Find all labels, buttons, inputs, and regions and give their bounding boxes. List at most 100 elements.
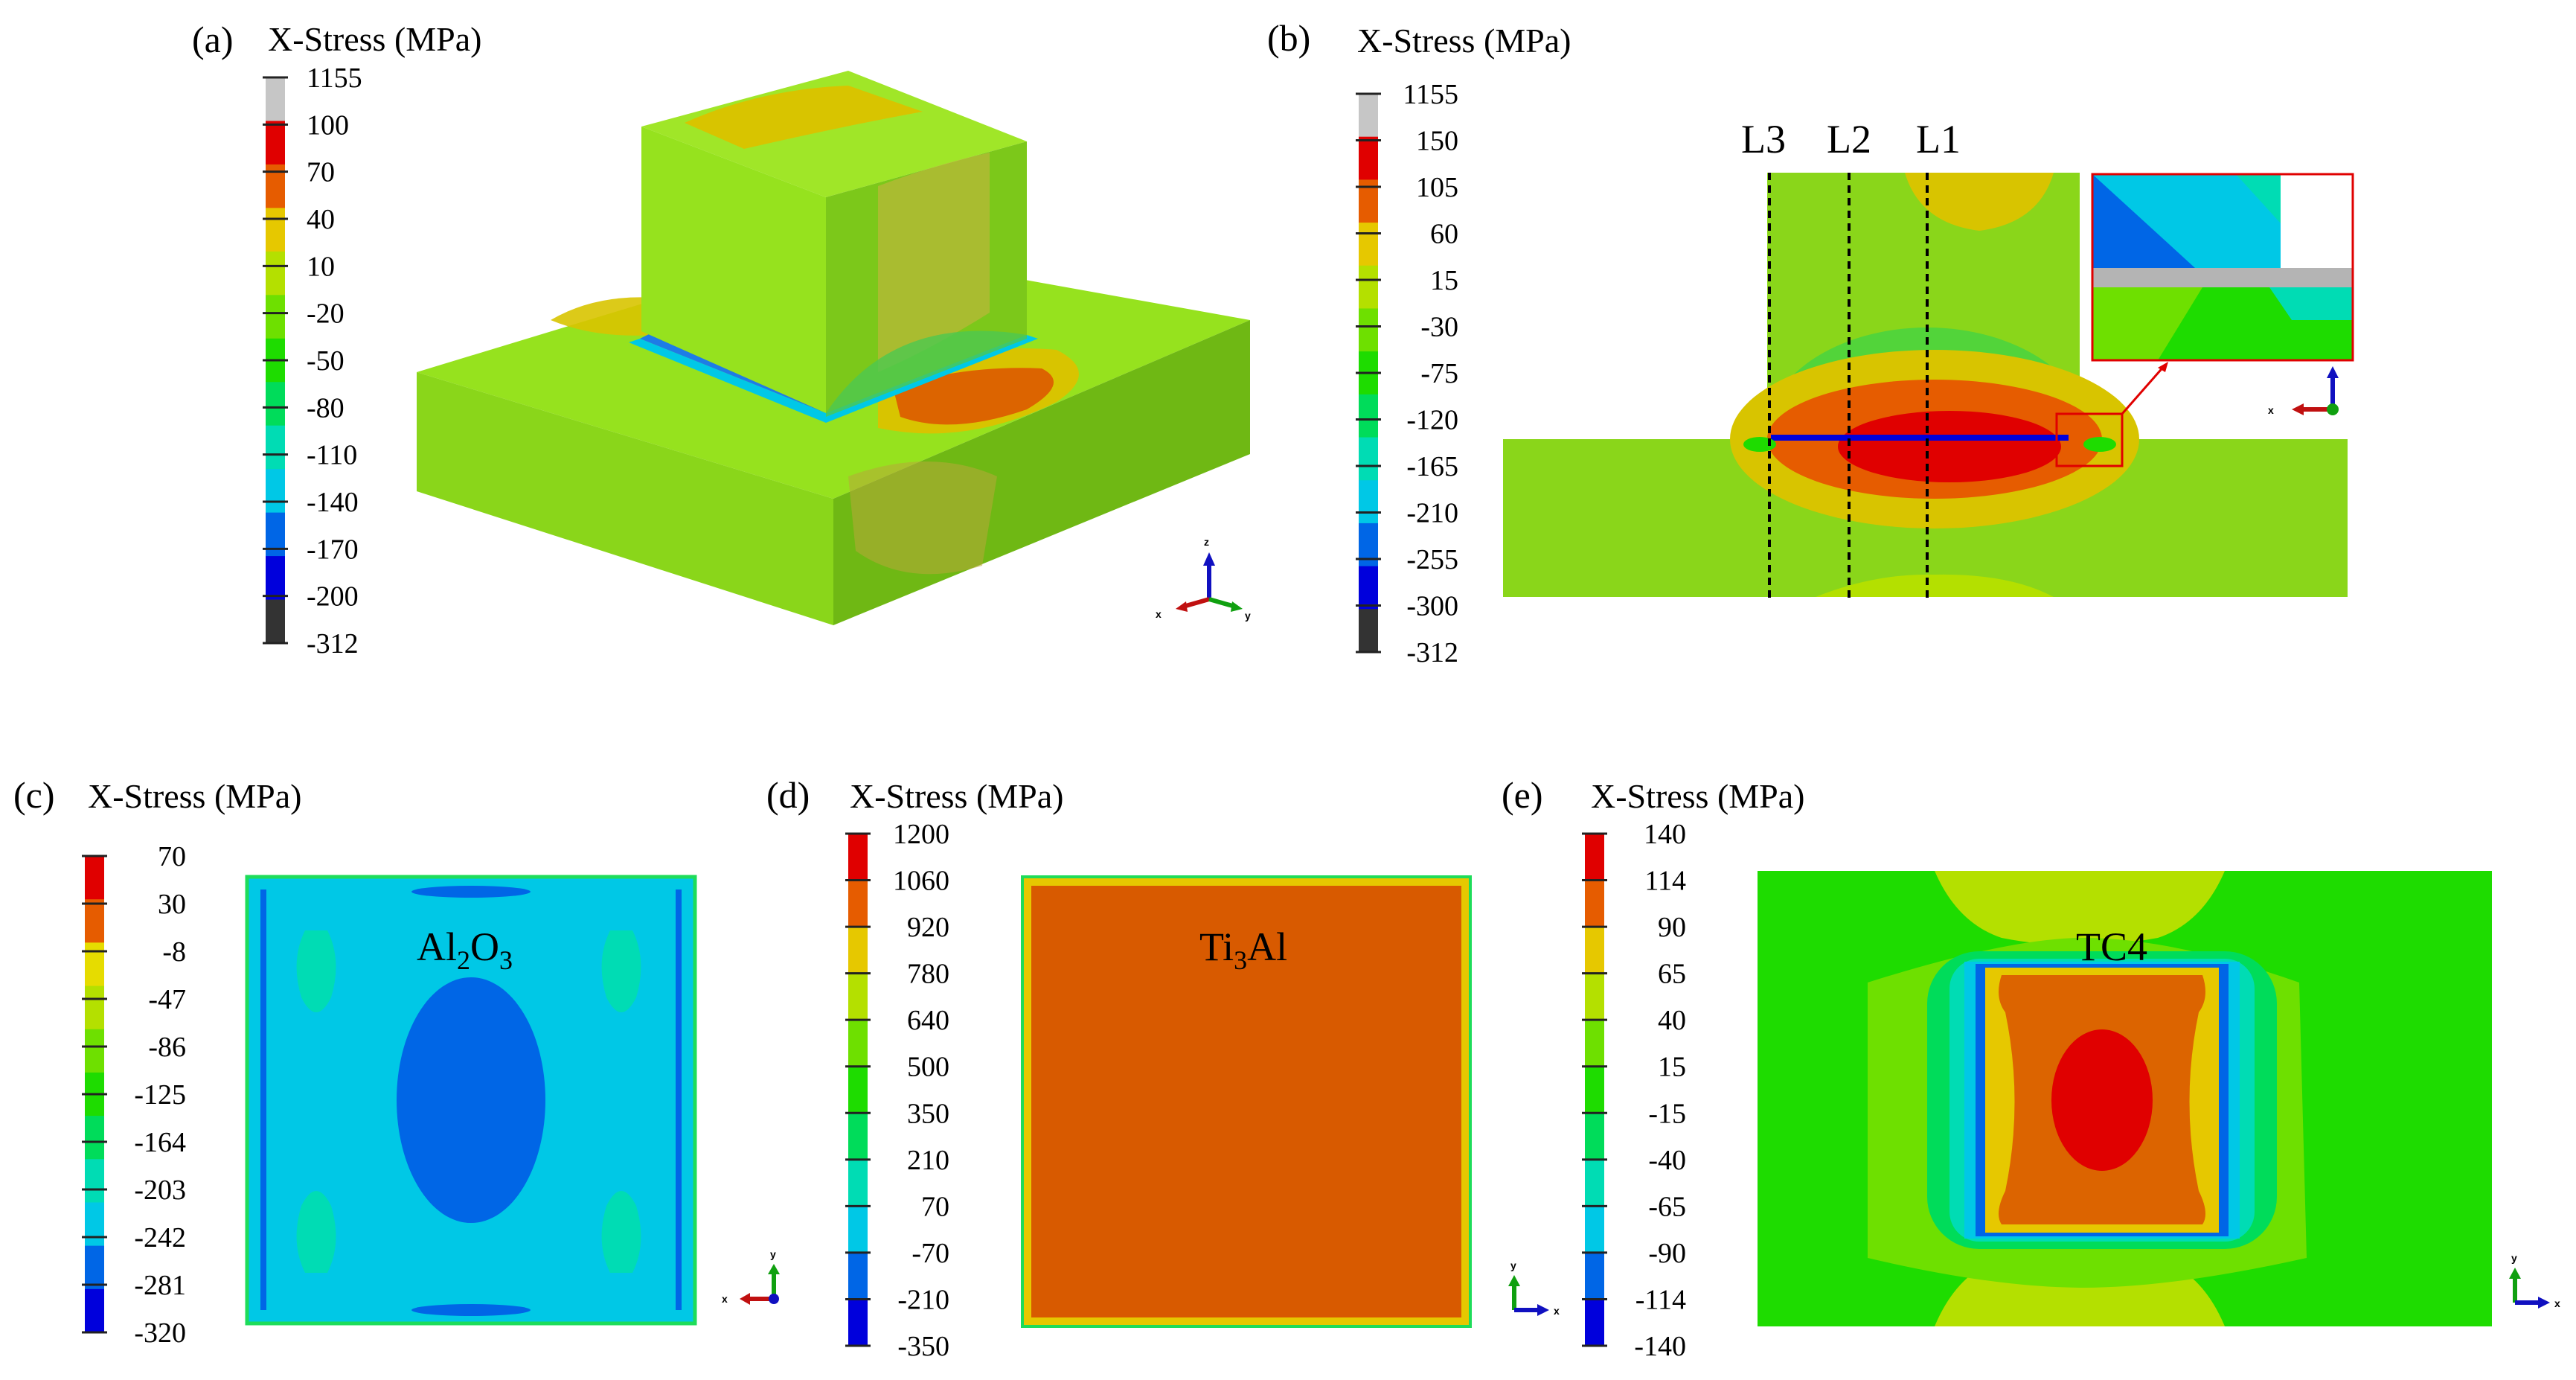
legend-swatch [1359, 394, 1378, 438]
legend-label: 90 [1658, 912, 1686, 943]
label-L2: L2 [1827, 117, 1871, 162]
legend-swatch [1585, 1252, 1604, 1300]
legend-label: 65 [1658, 959, 1686, 990]
triad-d-y-arrow [1508, 1275, 1520, 1286]
plate-edge-right [2083, 437, 2116, 452]
legend-label: 210 [907, 1145, 949, 1176]
panel-d-legend: 1200 1060 920 780 640 500 350 210 70 -70 -210 -350 [845, 819, 949, 1362]
triad-d-y-label: y [1510, 1259, 1516, 1271]
triad-x-label: x [1156, 608, 1162, 620]
legend-label: 30 [158, 889, 186, 920]
triad-b-x-arrow [2292, 403, 2304, 415]
legend-swatch [1359, 437, 1378, 481]
panel-d: (d) X-Stress (MPa) 1200 1060 920 780 640 500 3… [766, 774, 1560, 1362]
legend-swatch [1585, 973, 1604, 1020]
legend-label: 920 [907, 912, 949, 943]
legend-swatch [85, 1202, 104, 1247]
legend-swatch [266, 599, 285, 644]
legend-label: -281 [134, 1270, 186, 1301]
legend-label: -110 [307, 440, 357, 471]
lobe-br [601, 1191, 641, 1273]
legend-swatch [85, 1116, 104, 1160]
panel-a-legend: 1155 100 70 40 10 -20 -50 -80 -110 -140 -170 -200 -3… [263, 63, 362, 659]
legend-swatch [1359, 566, 1378, 610]
panel-b: (b) X-Stress (MPa) 1155 150 105 60 15 -30 -75 -… [1267, 17, 2354, 668]
plate-stress-red [1838, 411, 2061, 482]
legend-label: -125 [134, 1079, 186, 1111]
interface-strip [1771, 435, 2069, 441]
triad-y-label: y [1245, 610, 1251, 622]
legend-label: -8 [162, 936, 186, 968]
legend-label: -312 [307, 628, 359, 659]
legend-swatch [266, 425, 285, 470]
panel-c: (c) X-Stress (MPa) 70 30 -8 -47 -86 -125 -164 -… [13, 774, 780, 1349]
legend-label: -140 [1634, 1331, 1686, 1362]
triad-c-x-label: x [722, 1293, 728, 1305]
panel-a-3d-model [417, 71, 1250, 625]
legend-label: 70 [158, 841, 186, 872]
legend-label: 60 [1430, 219, 1458, 250]
panel-c-letter: (c) [13, 774, 55, 816]
legend-swatch [85, 942, 104, 987]
panel-b-legend: 1155 150 105 60 15 -30 -75 -120 -165 -210 -255 -300… [1356, 79, 1458, 668]
legend-label: 640 [907, 1005, 949, 1036]
triad-z-label: z [1204, 536, 1209, 548]
legend-swatch [1585, 1113, 1604, 1160]
tc4-top-lobe [1935, 871, 2225, 945]
legend-label: -120 [1406, 405, 1458, 436]
lobe-bl [296, 1191, 336, 1273]
center-ellipse [397, 977, 545, 1223]
legend-swatch [266, 121, 285, 165]
legend-label: -30 [1420, 312, 1458, 343]
block-right-stress [878, 153, 990, 372]
panel-c-contour: Al2O3 [245, 875, 697, 1326]
base-stress-side [848, 461, 997, 575]
block-top-face [641, 71, 1027, 197]
legend-label: -140 [307, 487, 359, 518]
legend-swatch [266, 251, 285, 296]
triad-e-x-arrow [2538, 1297, 2550, 1309]
legend-label: -50 [307, 345, 345, 377]
legend-swatch [1585, 1159, 1604, 1207]
panel-a-letter: (a) [192, 19, 234, 60]
legend-swatch [85, 1029, 104, 1073]
legend-swatch [1585, 834, 1604, 881]
legend-swatch [1359, 480, 1378, 524]
legend-label: -300 [1406, 591, 1458, 622]
zoom-box [2055, 412, 2124, 467]
triad-y-arrow [1231, 601, 1243, 612]
panel-a-title: X-Stress (MPa) [268, 20, 481, 58]
legend-label: -320 [134, 1317, 186, 1349]
triad-b-z-arrow [2327, 366, 2339, 378]
legend-label: -40 [1648, 1145, 1686, 1176]
legend-label: 15 [1430, 265, 1458, 296]
legend-label: -70 [911, 1238, 949, 1269]
legend-swatch [1585, 1206, 1604, 1253]
base-stress-left [551, 297, 655, 336]
zoom-inset [2091, 173, 2354, 362]
legend-label: -165 [1406, 451, 1458, 482]
legend-label: 1155 [307, 63, 362, 94]
triad-c-x-arrow [740, 1293, 750, 1305]
legend-swatch [1359, 308, 1378, 352]
legend-label: 40 [1658, 1005, 1686, 1036]
legend-label: -210 [1406, 498, 1458, 529]
legend-swatch [85, 1159, 104, 1203]
legend-label: -200 [307, 581, 359, 613]
triad-d-x-label: x [1554, 1305, 1560, 1317]
label-L3: L3 [1741, 117, 1786, 162]
legend-label: 70 [307, 157, 335, 188]
legend-swatch [1359, 265, 1378, 309]
legend-swatch [1585, 1020, 1604, 1067]
triad-z-arrow [1203, 552, 1215, 566]
legend-swatch [848, 1252, 868, 1300]
block-bottom-stress [826, 330, 1027, 417]
block-left-face [641, 127, 826, 413]
legend-label: 350 [907, 1098, 949, 1129]
legend-swatch [266, 469, 285, 514]
legend-swatch [848, 1113, 868, 1160]
triad-e-y-label: y [2511, 1252, 2517, 1264]
legend-swatch [848, 1206, 868, 1253]
legend-label: -20 [307, 298, 345, 330]
